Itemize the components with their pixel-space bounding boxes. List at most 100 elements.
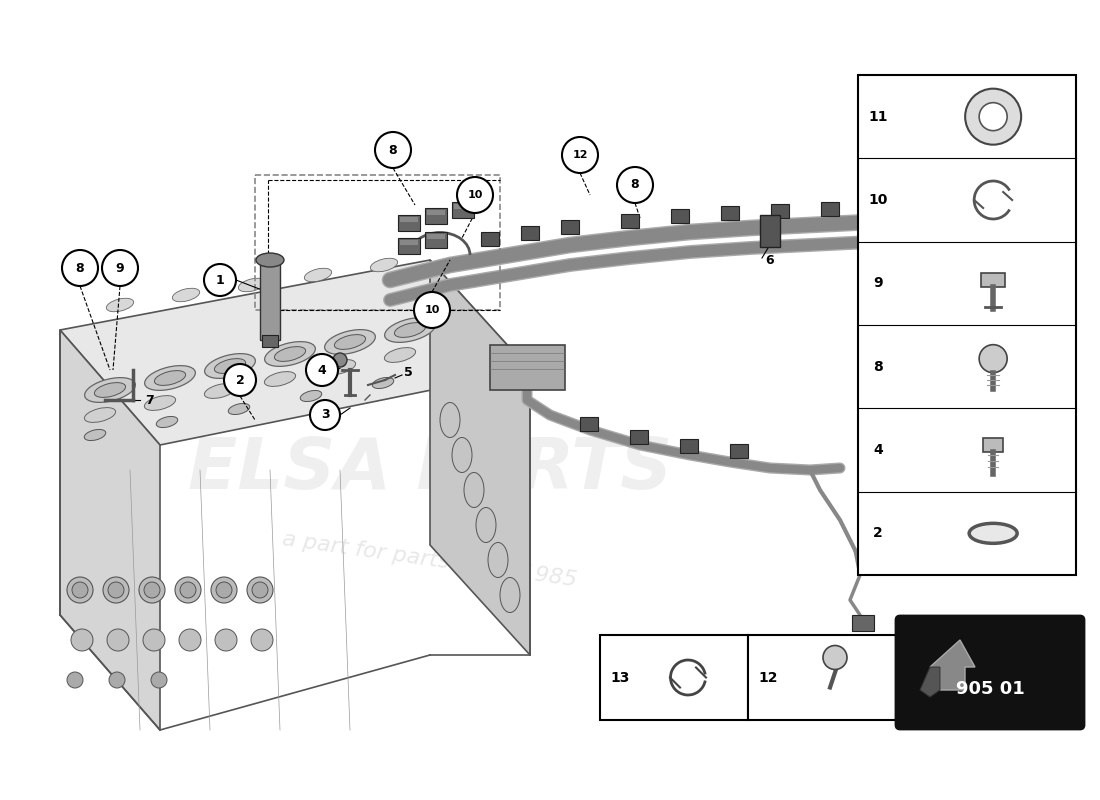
Text: 12: 12 [572, 150, 587, 160]
Ellipse shape [144, 582, 159, 598]
Text: 4: 4 [873, 443, 883, 457]
Ellipse shape [173, 288, 200, 302]
Ellipse shape [371, 258, 398, 272]
Ellipse shape [970, 218, 1000, 256]
Circle shape [109, 672, 125, 688]
Bar [720, 206, 739, 220]
Circle shape [67, 672, 82, 688]
Ellipse shape [107, 629, 129, 651]
Circle shape [102, 250, 138, 286]
Ellipse shape [229, 403, 250, 414]
Ellipse shape [452, 438, 472, 473]
Bar [760, 215, 780, 247]
Ellipse shape [144, 366, 196, 390]
Polygon shape [920, 667, 940, 697]
Bar [821, 202, 839, 216]
Polygon shape [60, 330, 160, 730]
Ellipse shape [324, 359, 355, 374]
Ellipse shape [67, 577, 94, 603]
Text: 1: 1 [216, 274, 224, 286]
Polygon shape [60, 260, 530, 445]
Text: 2: 2 [873, 526, 883, 540]
Ellipse shape [440, 402, 460, 438]
Ellipse shape [108, 582, 124, 598]
Text: 905 01: 905 01 [956, 681, 1024, 698]
Ellipse shape [216, 582, 232, 598]
Bar [400, 240, 418, 245]
Ellipse shape [395, 322, 426, 338]
Bar [521, 226, 539, 240]
Bar [630, 430, 648, 444]
Bar [490, 345, 565, 390]
Text: 9: 9 [873, 276, 883, 290]
Ellipse shape [974, 222, 996, 252]
Text: 10: 10 [468, 190, 483, 200]
Ellipse shape [476, 507, 496, 542]
Ellipse shape [305, 268, 332, 282]
Circle shape [375, 132, 411, 168]
Bar [454, 204, 472, 209]
Ellipse shape [372, 378, 394, 389]
Text: 7: 7 [145, 394, 154, 406]
Bar [748, 635, 896, 720]
Ellipse shape [72, 629, 94, 651]
Circle shape [979, 102, 1008, 130]
Bar [580, 417, 598, 431]
Ellipse shape [214, 629, 236, 651]
Ellipse shape [85, 378, 135, 402]
Text: 11: 11 [1002, 230, 1018, 240]
Text: 10: 10 [425, 305, 440, 315]
Circle shape [224, 364, 256, 396]
Ellipse shape [265, 342, 316, 366]
Ellipse shape [156, 417, 178, 427]
Circle shape [965, 89, 1021, 145]
Text: 5: 5 [404, 366, 412, 379]
Bar [981, 274, 1005, 287]
Ellipse shape [248, 577, 273, 603]
Bar [262, 335, 278, 347]
Bar [671, 209, 689, 223]
Bar [771, 204, 789, 218]
Bar [983, 438, 1003, 452]
Ellipse shape [211, 577, 236, 603]
Ellipse shape [139, 577, 165, 603]
Text: 11: 11 [868, 110, 888, 124]
Bar [858, 75, 1076, 575]
Ellipse shape [252, 582, 268, 598]
Ellipse shape [85, 407, 116, 422]
Ellipse shape [239, 278, 266, 292]
Bar [600, 635, 748, 720]
Text: 6: 6 [766, 254, 774, 266]
Text: 8: 8 [76, 262, 85, 274]
Ellipse shape [264, 371, 296, 386]
Ellipse shape [144, 395, 176, 410]
Circle shape [310, 400, 340, 430]
Bar [680, 439, 698, 453]
Ellipse shape [175, 577, 201, 603]
Ellipse shape [464, 473, 484, 507]
Circle shape [306, 354, 338, 386]
Circle shape [62, 250, 98, 286]
Ellipse shape [500, 578, 520, 613]
Circle shape [204, 264, 236, 296]
Text: a part for parts since 1985: a part for parts since 1985 [282, 530, 579, 590]
Ellipse shape [384, 347, 416, 362]
Bar [398, 215, 420, 231]
Text: 8: 8 [388, 143, 397, 157]
Ellipse shape [72, 582, 88, 598]
Text: 9: 9 [116, 262, 124, 274]
Text: 8: 8 [873, 360, 883, 374]
Ellipse shape [324, 330, 375, 354]
Text: 4: 4 [318, 363, 327, 377]
Polygon shape [430, 260, 530, 655]
Text: 13: 13 [610, 670, 629, 685]
Ellipse shape [85, 430, 106, 441]
Circle shape [932, 237, 968, 273]
Bar [425, 232, 447, 248]
Ellipse shape [256, 253, 284, 267]
Ellipse shape [154, 370, 186, 386]
Text: 8: 8 [630, 178, 639, 191]
Bar [561, 220, 579, 234]
Circle shape [992, 217, 1028, 253]
Bar [400, 217, 418, 222]
